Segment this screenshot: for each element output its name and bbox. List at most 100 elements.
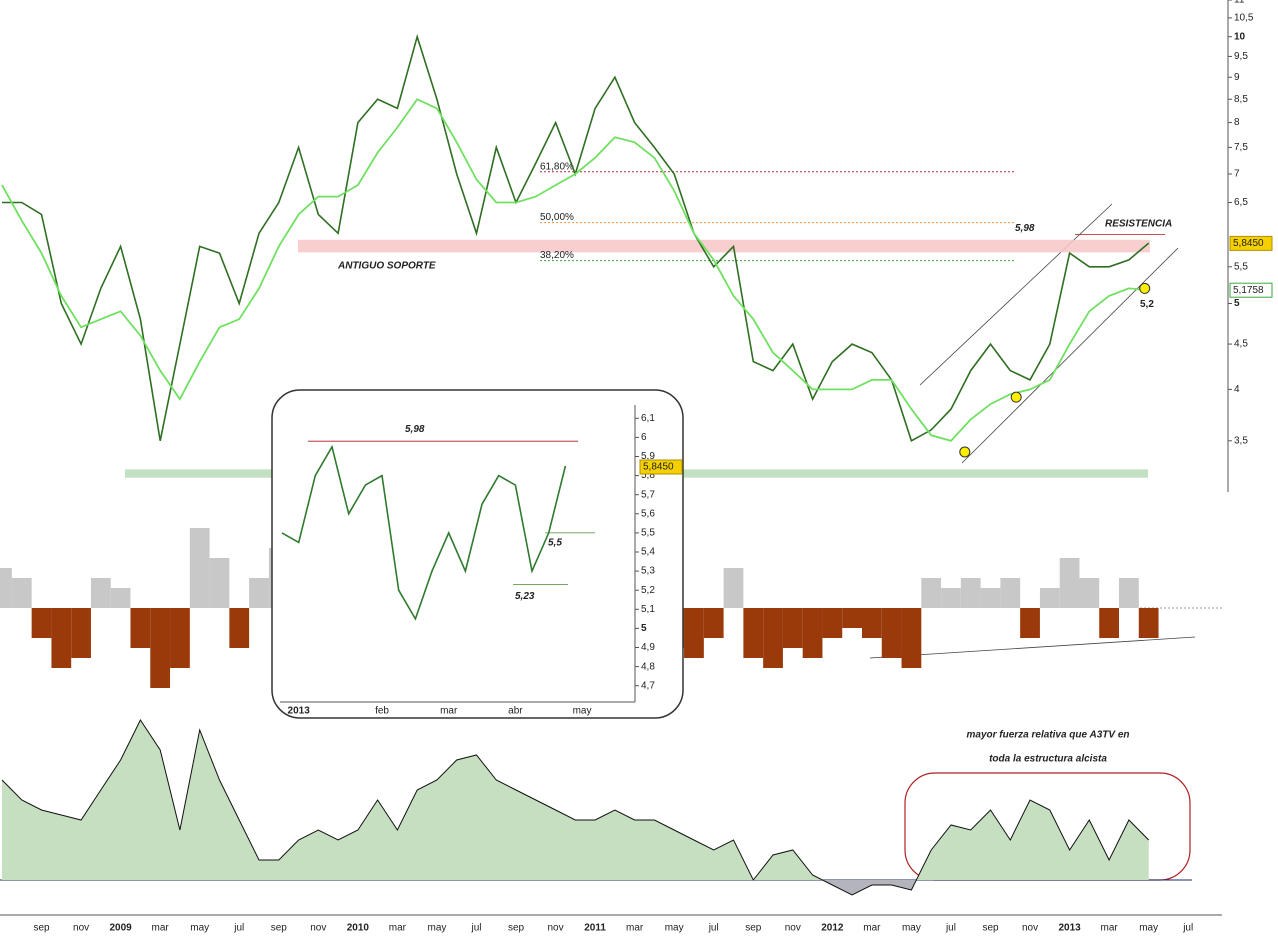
x-tick-label: abr bbox=[508, 706, 523, 717]
oscillator-bar bbox=[229, 608, 250, 648]
annotation: ANTIGUO SOPORTE bbox=[337, 261, 436, 272]
oscillator-bar bbox=[842, 608, 862, 628]
zone-band bbox=[298, 239, 1150, 253]
last-value-label: 5,8450 bbox=[643, 462, 674, 473]
y-tick-label: 10,5 bbox=[1234, 13, 1254, 24]
channel-line bbox=[961, 247, 1179, 464]
x-tick-label: may bbox=[1139, 923, 1158, 934]
oscillator-bar bbox=[90, 578, 111, 608]
x-tick-label: nov bbox=[785, 923, 801, 934]
annotation: toda la estructura alcista bbox=[989, 754, 1107, 765]
oscillator-bar bbox=[684, 608, 704, 658]
x-tick-label: jul bbox=[708, 923, 719, 934]
x-tick-label: sep bbox=[33, 923, 50, 934]
y-tick-label: 5,5 bbox=[1234, 261, 1248, 272]
x-tick-label: 2009 bbox=[109, 923, 132, 934]
x-tick-label: may bbox=[665, 923, 684, 934]
oscillator-bar bbox=[703, 608, 724, 638]
x-tick-label: mar bbox=[389, 923, 407, 934]
marker bbox=[959, 446, 971, 458]
x-tick-label: mar bbox=[152, 923, 170, 934]
oscillator-bar bbox=[51, 608, 72, 668]
x-tick-label: sep bbox=[508, 923, 525, 934]
oscillator-bar bbox=[861, 608, 882, 638]
oscillator-bar bbox=[881, 608, 902, 658]
y-tick-label: 5,1 bbox=[641, 604, 655, 615]
y-tick-label: 6,1 bbox=[641, 413, 655, 424]
last-value-label: 5,8450 bbox=[1233, 238, 1264, 249]
oscillator-bar bbox=[0, 568, 12, 608]
y-tick-label: 5,9 bbox=[641, 451, 655, 462]
y-tick-label: 7,5 bbox=[1234, 142, 1248, 153]
inset-panel: 6,1 6 5,9 5,8 5,7 5,6 5,5 5,4 5,3 5,2 5,1 5 4,9 4,8 4,… bbox=[280, 405, 683, 717]
oscillator-bar bbox=[130, 608, 151, 648]
oscillator-bar bbox=[71, 608, 91, 658]
oscillator-bar bbox=[1059, 558, 1080, 608]
x-tick-label: mar bbox=[863, 923, 881, 934]
x-tick-label: jul bbox=[1182, 923, 1193, 934]
price-line bbox=[281, 444, 567, 621]
x-tick-label: nov bbox=[310, 923, 326, 934]
y-tick-label: 4 bbox=[1234, 384, 1240, 395]
oscillator-bar bbox=[941, 588, 961, 608]
marker bbox=[1010, 391, 1022, 403]
oscillator-bar bbox=[150, 608, 171, 688]
y-tick-label: 5,3 bbox=[641, 566, 655, 577]
oscillator-bar bbox=[1039, 588, 1060, 608]
x-tick-label: mar bbox=[440, 706, 458, 717]
y-tick-label: 4,7 bbox=[641, 680, 655, 691]
oscillator-bar bbox=[31, 608, 52, 638]
x-tick-label: 2011 bbox=[584, 923, 606, 934]
x-tick-label: sep bbox=[982, 923, 999, 934]
y-tick-label: 3,5 bbox=[1234, 435, 1248, 446]
y-tick-label: 5,8 bbox=[641, 470, 655, 481]
x-tick-label: sep bbox=[271, 923, 288, 934]
y-tick-label: 4,8 bbox=[641, 661, 655, 672]
annotation: 5,23 bbox=[515, 591, 535, 602]
oscillator-bar bbox=[189, 528, 210, 608]
oscillator-bar bbox=[921, 578, 942, 608]
x-tick-label: may bbox=[427, 923, 446, 934]
y-tick-label: 5,2 bbox=[641, 585, 655, 596]
annotation: 5,2 bbox=[1140, 299, 1154, 310]
x-tick-label: jul bbox=[945, 923, 956, 934]
x-tick-label: nov bbox=[1022, 923, 1038, 934]
oscillator-bar bbox=[822, 608, 843, 638]
oscillator-bar bbox=[901, 608, 922, 668]
oscillator-bar bbox=[763, 608, 783, 668]
oscillator-bar bbox=[1000, 578, 1021, 608]
trend-line bbox=[869, 636, 1196, 659]
y-tick-label: 9,5 bbox=[1234, 51, 1248, 62]
relative-strength-line bbox=[1, 718, 1150, 896]
x-tick-label: mar bbox=[626, 923, 644, 934]
x-tick-label: mar bbox=[1101, 923, 1119, 934]
oscillator-bar bbox=[960, 578, 981, 608]
oscillator-bar bbox=[1138, 608, 1159, 638]
y-tick-label: 4,5 bbox=[1234, 339, 1248, 350]
x-tick-label: sep bbox=[745, 923, 762, 934]
last-value-box bbox=[639, 459, 683, 475]
last-value-box bbox=[1229, 282, 1273, 298]
annotation: RESISTENCIA bbox=[1105, 219, 1172, 230]
oscillator-bar bbox=[11, 578, 32, 608]
y-tick-label: 5 bbox=[641, 623, 647, 634]
oscillator-bar bbox=[743, 608, 764, 658]
fib-label: 38,20% bbox=[540, 250, 574, 261]
x-tick-label: 2010 bbox=[347, 923, 370, 934]
y-tick-label: 6 bbox=[641, 432, 647, 443]
y-tick-label: 8 bbox=[1234, 117, 1240, 128]
y-tick-label: 5 bbox=[1234, 298, 1240, 309]
x-tick-label: 2013 bbox=[288, 706, 311, 717]
oscillator-bar bbox=[782, 608, 803, 648]
y-tick-label: 5,4 bbox=[641, 547, 655, 558]
area-negative bbox=[2, 880, 1149, 895]
last-value-label: 5,1758 bbox=[1233, 285, 1264, 296]
y-tick-label: 5,6 bbox=[641, 508, 655, 519]
oscillator-bar bbox=[802, 608, 823, 658]
annotation: 5,98 bbox=[1015, 223, 1035, 234]
x-tick-label: nov bbox=[547, 923, 563, 934]
oscillator-bar bbox=[1079, 578, 1100, 608]
y-tick-label: 5,7 bbox=[641, 489, 655, 500]
inset-frame bbox=[271, 389, 684, 719]
